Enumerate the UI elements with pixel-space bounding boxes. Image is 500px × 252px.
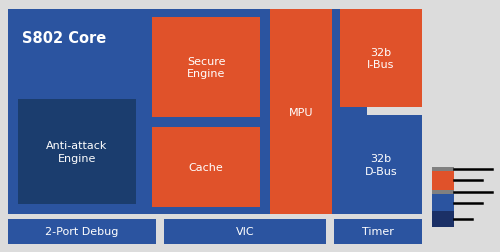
Bar <box>340 115 422 214</box>
Bar <box>8 10 367 214</box>
Bar <box>152 18 260 117</box>
Bar <box>18 100 136 204</box>
Bar <box>432 171 454 190</box>
Bar <box>334 219 422 244</box>
Text: 32b
D-Bus: 32b D-Bus <box>364 154 398 176</box>
Text: 32b
I-Bus: 32b I-Bus <box>368 48 394 70</box>
Bar <box>432 194 454 211</box>
Bar <box>164 219 326 244</box>
Text: Cache: Cache <box>188 162 224 172</box>
Bar <box>152 128 260 207</box>
Bar <box>432 167 454 171</box>
Bar <box>270 10 332 214</box>
Text: 2-Port Debug: 2-Port Debug <box>46 227 118 237</box>
Bar <box>340 10 422 108</box>
Bar <box>432 211 454 227</box>
Text: S802 Core: S802 Core <box>22 30 106 45</box>
Text: Timer: Timer <box>362 227 394 237</box>
Bar <box>8 219 156 244</box>
Text: Secure
Engine: Secure Engine <box>187 57 225 79</box>
Text: MPU: MPU <box>289 107 313 117</box>
Text: VIC: VIC <box>236 227 255 237</box>
Bar <box>432 190 454 194</box>
Text: Anti-attack
Engine: Anti-attack Engine <box>46 141 108 163</box>
